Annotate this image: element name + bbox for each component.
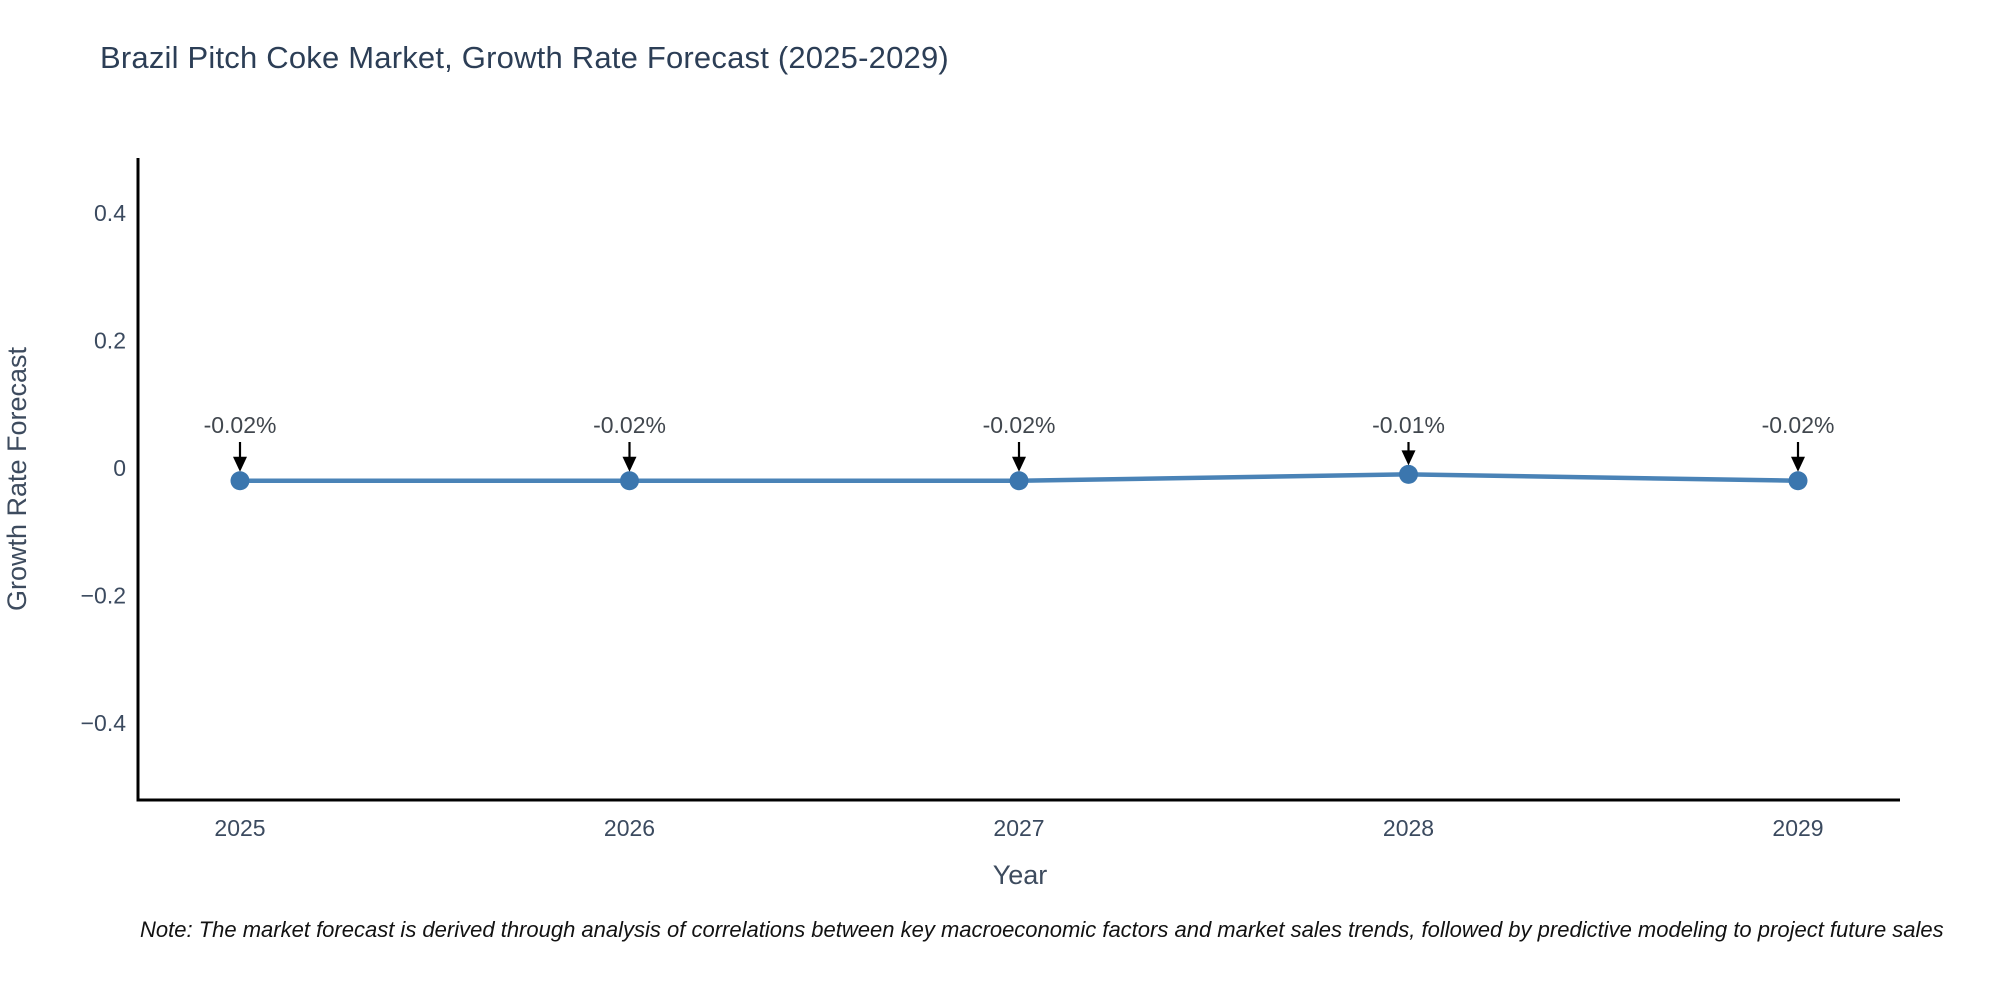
annotation-arrowhead-icon xyxy=(1012,456,1026,472)
data-point-marker[interactable] xyxy=(1788,471,1808,491)
data-point-label: -0.02% xyxy=(983,412,1056,438)
y-tick-label: 0 xyxy=(113,455,126,481)
annotation-arrowhead-icon xyxy=(622,456,637,472)
annotation-arrowhead-icon xyxy=(1401,450,1416,466)
data-point-label: -0.01% xyxy=(1372,412,1445,438)
y-tick-label: −0.2 xyxy=(81,582,126,608)
footnote-text: Note: The market forecast is derived thr… xyxy=(140,917,1944,942)
chart-title: Brazil Pitch Coke Market, Growth Rate Fo… xyxy=(100,40,949,75)
x-axis-title: Year xyxy=(993,860,1048,890)
data-point-marker[interactable] xyxy=(1009,471,1029,491)
annotation-arrowhead-icon xyxy=(1791,456,1805,472)
data-point-label: -0.02% xyxy=(204,412,277,438)
y-tick-label: −0.4 xyxy=(81,710,127,736)
x-tick-label: 2026 xyxy=(604,815,655,841)
data-point-marker[interactable] xyxy=(230,471,250,491)
x-tick-label: 2025 xyxy=(214,815,265,841)
axis-spines xyxy=(136,158,1900,802)
data-point-label: -0.02% xyxy=(1762,412,1835,438)
y-tick-label: 0.4 xyxy=(94,200,126,226)
data-point-marker[interactable] xyxy=(620,471,639,491)
x-tick-label: 2029 xyxy=(1772,815,1823,841)
x-tick-label: 2027 xyxy=(993,815,1044,841)
y-tick-label: 0.2 xyxy=(94,328,126,354)
footnote: Note: The market forecast is derived thr… xyxy=(140,917,2000,957)
data-point-marker[interactable] xyxy=(1399,464,1418,484)
y-axis-title: Growth Rate Forecast xyxy=(2,346,32,611)
data-point-label: -0.02% xyxy=(593,412,666,438)
x-tick-label: 2028 xyxy=(1383,815,1434,841)
annotation-arrowhead-icon xyxy=(233,456,247,472)
